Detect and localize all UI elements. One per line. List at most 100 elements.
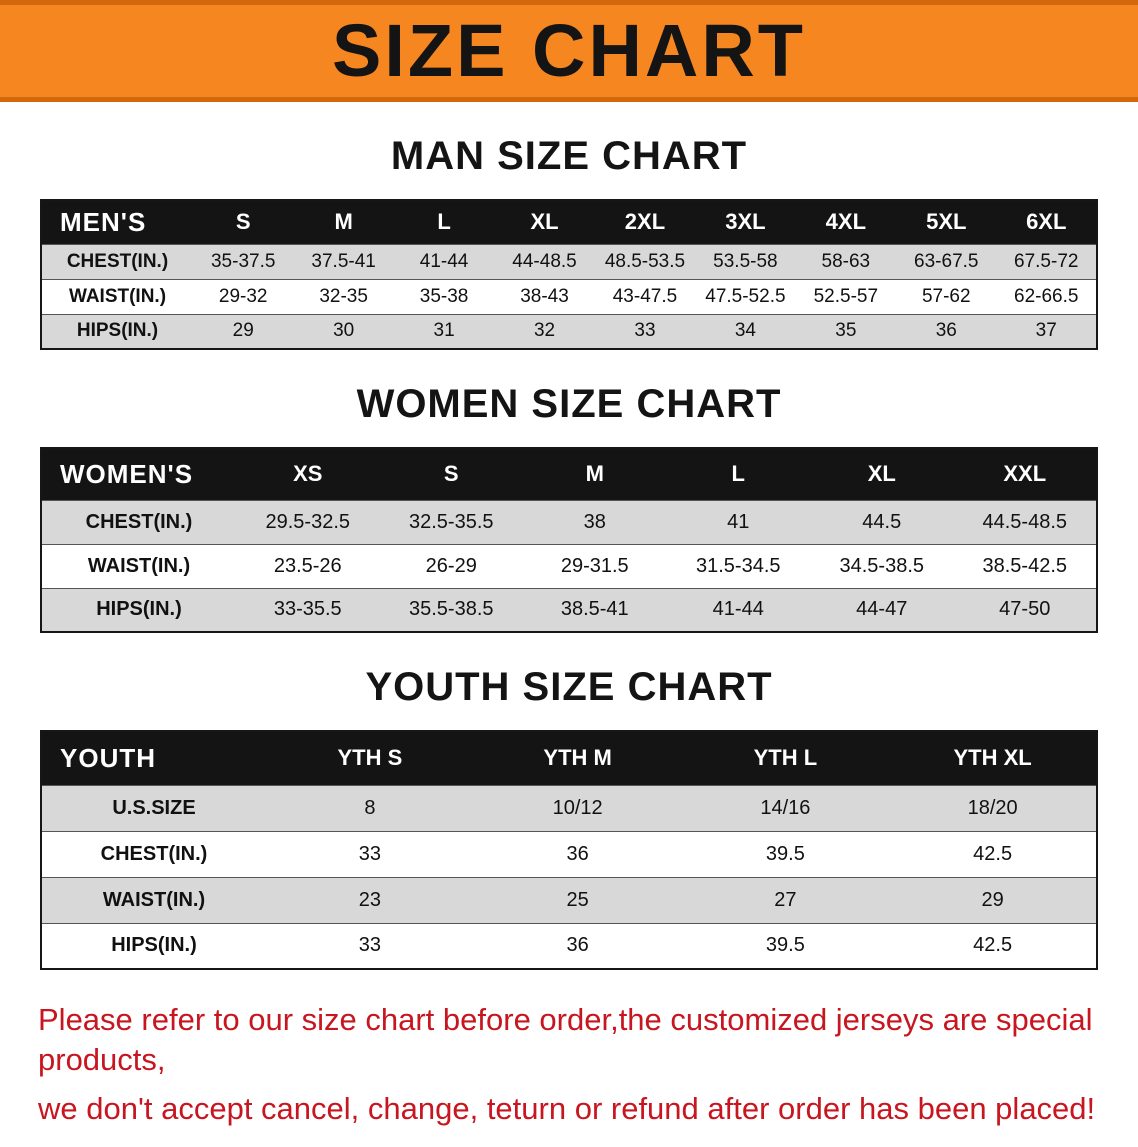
youth-size-table: YOUTH YTH S YTH M YTH L YTH XL U.S.SIZE 8 10/12… xyxy=(40,730,1098,970)
measurement-row-label: CHEST(IN.) xyxy=(41,499,236,544)
size-value: 44.5 xyxy=(810,499,954,544)
men-measurement-row: WAIST(IN.) 29-32 32-35 35-38 38-43 43-47.5 47.… xyxy=(41,278,1097,314)
youth-size-column-header: YTH L xyxy=(681,731,890,785)
women-measurement-row: WAIST(IN.) 23.5-26 26-29 29-31.5 31.5-34.5 34… xyxy=(41,543,1097,588)
size-value: 39.5 xyxy=(681,830,890,877)
size-value: 38.5-41 xyxy=(523,587,667,632)
women-size-column-header: S xyxy=(379,448,523,500)
size-value: 23 xyxy=(266,876,474,923)
size-value: 27 xyxy=(681,876,890,923)
size-value: 63-67.5 xyxy=(896,243,997,279)
size-value: 29 xyxy=(193,313,294,349)
size-value: 47-50 xyxy=(953,587,1097,632)
size-value: 33-35.5 xyxy=(236,587,380,632)
men-size-column-header: 6XL xyxy=(996,200,1097,244)
men-table-corner-label: MEN'S xyxy=(41,200,193,244)
size-value: 44-47 xyxy=(810,587,954,632)
men-size-section: MAN SIZE CHART MEN'S S M L XL 2XL 3XL 4XL 5XL 6XL C… xyxy=(0,134,1138,350)
size-value: 32.5-35.5 xyxy=(379,499,523,544)
measurement-row-label: CHEST(IN.) xyxy=(41,243,193,279)
size-value: 8 xyxy=(266,784,474,831)
size-value: 35 xyxy=(795,313,897,349)
men-header-row: MEN'S S M L XL 2XL 3XL 4XL 5XL 6XL xyxy=(41,200,1097,244)
size-value: 35.5-38.5 xyxy=(379,587,523,632)
size-value: 29-31.5 xyxy=(523,543,667,588)
measurement-row-label: WAIST(IN.) xyxy=(41,543,236,588)
women-size-column-header: XS xyxy=(236,448,380,500)
size-value: 31.5-34.5 xyxy=(666,543,810,588)
size-value: 62-66.5 xyxy=(996,278,1097,314)
men-size-column-header: M xyxy=(293,200,394,244)
size-value: 26-29 xyxy=(379,543,523,588)
title-banner: SIZE CHART xyxy=(0,0,1138,102)
size-value: 33 xyxy=(266,830,474,877)
size-value: 44.5-48.5 xyxy=(953,499,1097,544)
measurement-row-label: WAIST(IN.) xyxy=(41,876,266,923)
size-value: 48.5-53.5 xyxy=(594,243,696,279)
men-measurement-row: HIPS(IN.) 29 30 31 32 33 34 35 36 37 xyxy=(41,313,1097,349)
youth-measurement-row: WAIST(IN.) 23 25 27 29 xyxy=(41,876,1097,923)
page-title: SIZE CHART xyxy=(332,9,806,92)
women-size-column-header: XL xyxy=(810,448,954,500)
youth-header-row: YOUTH YTH S YTH M YTH L YTH XL xyxy=(41,731,1097,785)
size-value: 52.5-57 xyxy=(795,278,897,314)
women-size-column-header: L xyxy=(666,448,810,500)
size-value: 36 xyxy=(473,830,682,877)
size-value: 18/20 xyxy=(889,784,1097,831)
women-size-table: WOMEN'S XS S M L XL XXL CHEST(IN.) 29.5-32.5 32.5… xyxy=(40,447,1098,633)
men-size-column-header: L xyxy=(393,200,495,244)
size-value: 35-38 xyxy=(393,278,495,314)
size-value: 41-44 xyxy=(666,587,810,632)
size-value: 25 xyxy=(473,876,682,923)
size-value: 23.5-26 xyxy=(236,543,380,588)
women-size-column-header: XXL xyxy=(953,448,1097,500)
youth-measurement-row: HIPS(IN.) 33 36 39.5 42.5 xyxy=(41,922,1097,969)
women-header-row: WOMEN'S XS S M L XL XXL xyxy=(41,448,1097,500)
measurement-row-label: HIPS(IN.) xyxy=(41,587,236,632)
women-measurement-row: HIPS(IN.) 33-35.5 35.5-38.5 38.5-41 41-44 44-… xyxy=(41,587,1097,632)
youth-size-section: YOUTH SIZE CHART YOUTH YTH S YTH M YTH L YTH … xyxy=(0,665,1138,970)
men-size-column-header: 4XL xyxy=(795,200,897,244)
men-size-column-header: XL xyxy=(494,200,595,244)
youth-size-column-header: YTH S xyxy=(266,731,474,785)
size-value: 14/16 xyxy=(681,784,890,831)
disclaimer: Please refer to our size chart before or… xyxy=(38,1000,1100,1129)
women-section-heading: WOMEN SIZE CHART xyxy=(356,382,782,426)
size-value: 29 xyxy=(889,876,1097,923)
size-value: 38-43 xyxy=(494,278,595,314)
men-size-column-header: 3XL xyxy=(695,200,796,244)
size-value: 33 xyxy=(594,313,696,349)
women-size-section: WOMEN SIZE CHART WOMEN'S XS S M L XL XXL CHEST(I… xyxy=(0,382,1138,633)
men-size-column-header: 2XL xyxy=(594,200,696,244)
youth-size-column-header: YTH XL xyxy=(889,731,1097,785)
size-value: 10/12 xyxy=(473,784,682,831)
youth-size-column-header: YTH M xyxy=(473,731,682,785)
women-table-corner-label: WOMEN'S xyxy=(41,448,236,500)
men-size-column-header: 5XL xyxy=(896,200,997,244)
disclaimer-line-1: Please refer to our size chart before or… xyxy=(38,1002,1093,1078)
size-value: 58-63 xyxy=(795,243,897,279)
size-value: 37 xyxy=(996,313,1097,349)
women-size-column-header: M xyxy=(523,448,667,500)
size-value: 35-37.5 xyxy=(193,243,294,279)
size-value: 44-48.5 xyxy=(494,243,595,279)
size-value: 43-47.5 xyxy=(594,278,696,314)
measurement-row-label: CHEST(IN.) xyxy=(41,830,266,877)
youth-measurement-row: U.S.SIZE 8 10/12 14/16 18/20 xyxy=(41,784,1097,831)
size-value: 33 xyxy=(266,922,474,969)
men-section-heading: MAN SIZE CHART xyxy=(390,134,748,178)
size-value: 29-32 xyxy=(193,278,294,314)
size-value: 32-35 xyxy=(293,278,394,314)
size-value: 29.5-32.5 xyxy=(236,499,380,544)
size-value: 47.5-52.5 xyxy=(695,278,796,314)
size-value: 34.5-38.5 xyxy=(810,543,954,588)
size-value: 67.5-72 xyxy=(996,243,1097,279)
size-value: 37.5-41 xyxy=(293,243,394,279)
size-value: 38 xyxy=(523,499,667,544)
size-value: 38.5-42.5 xyxy=(953,543,1097,588)
size-value: 34 xyxy=(695,313,796,349)
size-value: 53.5-58 xyxy=(695,243,796,279)
youth-section-heading: YOUTH SIZE CHART xyxy=(365,665,773,709)
size-value: 36 xyxy=(473,922,682,969)
